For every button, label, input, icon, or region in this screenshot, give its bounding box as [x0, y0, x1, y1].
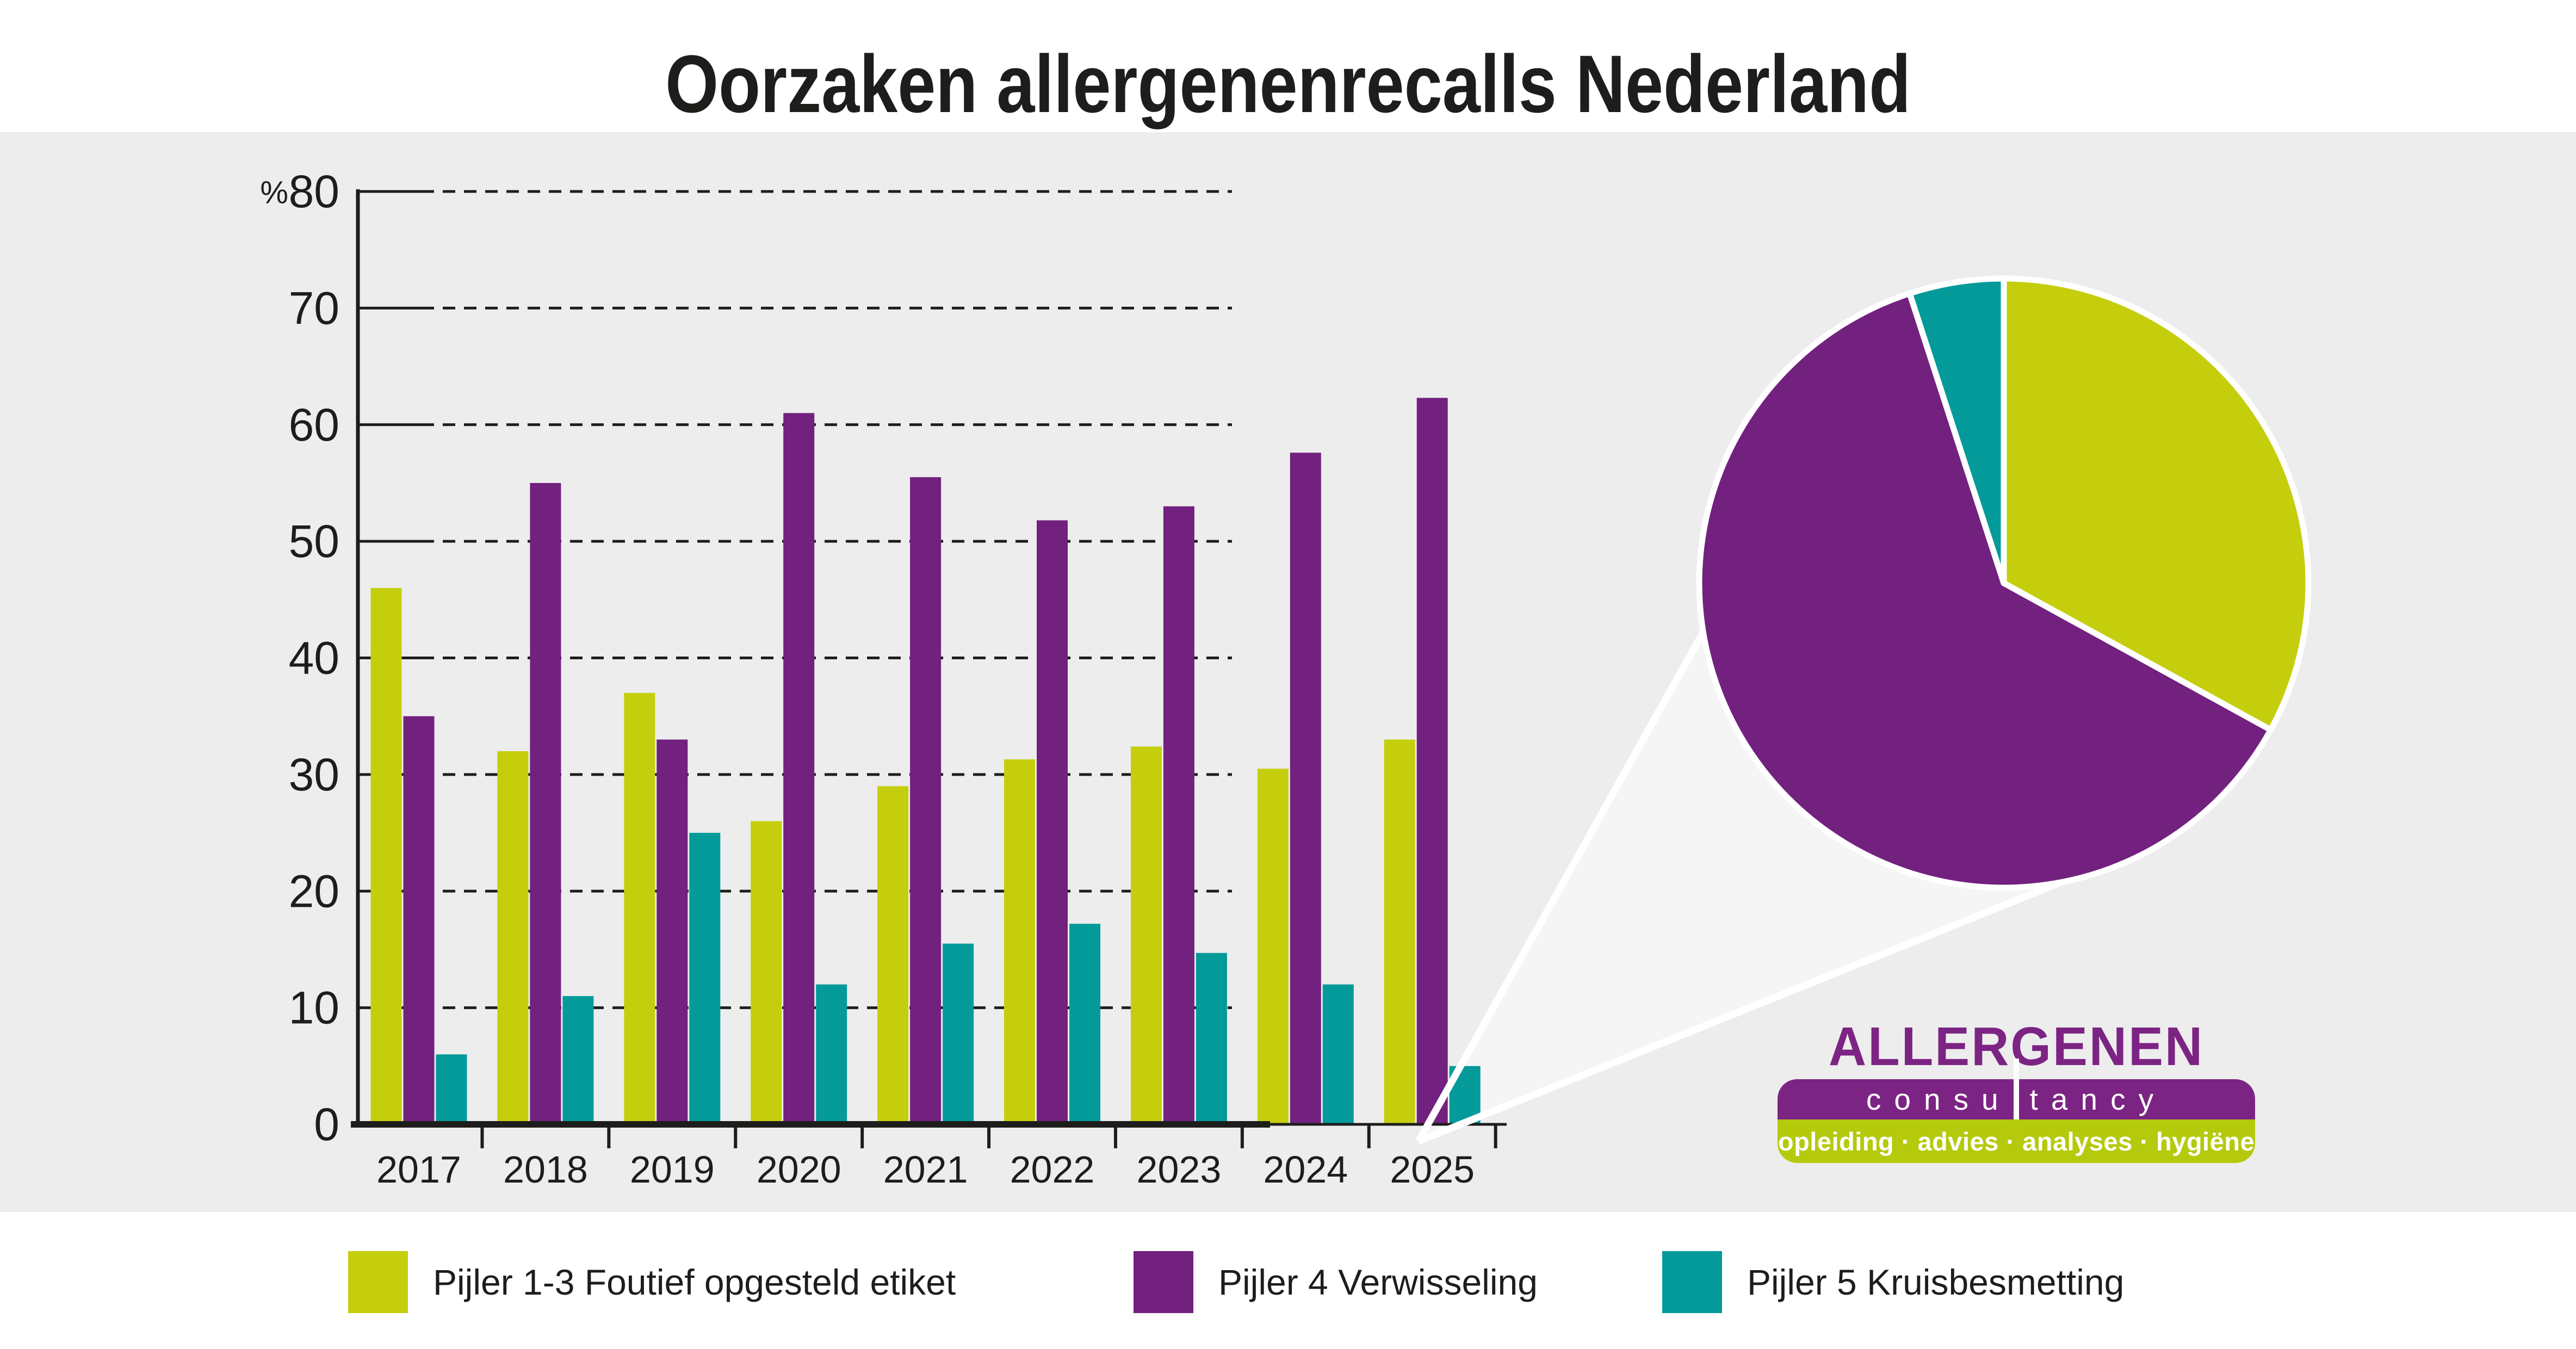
logo-consultancy-box: consu tancy: [1778, 1059, 2255, 1119]
bar-2017-serie3: [436, 1054, 467, 1124]
y-axis-label-0: 0: [314, 1099, 339, 1150]
y-axis-label-50: 50: [289, 516, 339, 567]
legend-item-pijler-5: Pijler 5 Kruisbesmetting: [1662, 1251, 2124, 1313]
bar-2022-serie1: [1004, 759, 1035, 1124]
bar-2018-serie1: [497, 751, 529, 1124]
consultancy-l-bar: [2013, 1059, 2019, 1119]
legend-label-pijler-4: Pijler 4 Verwisseling: [1218, 1262, 1538, 1302]
x-axis-label-2020: 2020: [757, 1148, 841, 1191]
bar-2018-serie2: [530, 482, 561, 1124]
x-axis-label-2024: 2024: [1263, 1148, 1348, 1191]
bar-2021-serie1: [877, 786, 909, 1124]
bar-2024-serie3: [1322, 984, 1354, 1124]
x-axis-label-2021: 2021: [883, 1148, 968, 1191]
pie-outline-ring: [1696, 276, 2311, 890]
logo-tagline-box: opleiding · advies · analyses · hygiëne: [1778, 1119, 2255, 1163]
bar-2023-serie1: [1130, 746, 1162, 1124]
legend-swatch-pijler-5: [1662, 1251, 1722, 1313]
logo-consultancy-left: consu: [1866, 1082, 2011, 1116]
bar-2020-serie1: [751, 821, 782, 1124]
legend-swatch-pijler-4: [1134, 1251, 1193, 1313]
bar-2018-serie3: [562, 996, 594, 1124]
legend-swatch-pijler-1-3: [348, 1251, 408, 1313]
y-axis-label-70: 70: [289, 282, 339, 333]
y-axis-label-80: 80: [289, 166, 339, 217]
bar-2022-serie2: [1037, 520, 1068, 1124]
page-title: Oorzaken allergenenrecalls Nederland: [665, 38, 1911, 129]
x-axis-label-2025: 2025: [1390, 1148, 1475, 1191]
bar-2022-serie3: [1069, 924, 1100, 1124]
bar-2023-serie2: [1163, 506, 1194, 1124]
legend-label-pijler-5: Pijler 5 Kruisbesmetting: [1747, 1262, 2125, 1302]
bar-2024-serie1: [1257, 769, 1289, 1124]
bar-2021-serie2: [910, 477, 942, 1124]
callout-line-lower: [1417, 837, 2165, 1145]
bar-2020-serie2: [783, 413, 815, 1124]
y-axis-label-40: 40: [289, 633, 339, 684]
logo-consultancy-right: tancy: [2029, 1082, 2167, 1116]
y-axis-percent-symbol: %: [260, 175, 288, 211]
legend-label-pijler-1-3: Pijler 1-3 Foutief opgesteld etiket: [433, 1262, 956, 1302]
bar-2021-serie3: [943, 943, 974, 1124]
y-axis-label-20: 20: [289, 865, 339, 917]
x-axis-label-2023: 2023: [1137, 1148, 1222, 1191]
x-axis-label-2022: 2022: [1010, 1148, 1095, 1191]
bar-2020-serie3: [816, 984, 847, 1124]
y-axis-label-60: 60: [289, 399, 339, 450]
y-axis-label-30: 30: [289, 749, 339, 800]
bar-2017-serie2: [403, 716, 435, 1124]
legend-item-pijler-4: Pijler 4 Verwisseling: [1134, 1251, 1538, 1313]
x-axis-label-2019: 2019: [630, 1148, 715, 1191]
allergenen-consultancy-logo: ALLERGENEN consu tancy opleiding · advies…: [1778, 1018, 2255, 1163]
x-axis-label-2017: 2017: [376, 1148, 461, 1191]
bar-2019-serie2: [657, 739, 688, 1124]
bar-2024-serie2: [1290, 453, 1321, 1125]
bar-2019-serie1: [624, 692, 655, 1124]
x-axis-label-2018: 2018: [503, 1148, 588, 1191]
legend-item-pijler-1-3: Pijler 1-3 Foutief opgesteld etiket: [348, 1251, 956, 1313]
bar-2025-serie2: [1416, 398, 1448, 1124]
bar-2025-serie1: [1384, 739, 1415, 1124]
bar-2019-serie3: [689, 833, 721, 1124]
bar-2017-serie1: [370, 587, 402, 1124]
y-axis-label-10: 10: [289, 982, 339, 1034]
bar-2023-serie3: [1196, 952, 1227, 1124]
